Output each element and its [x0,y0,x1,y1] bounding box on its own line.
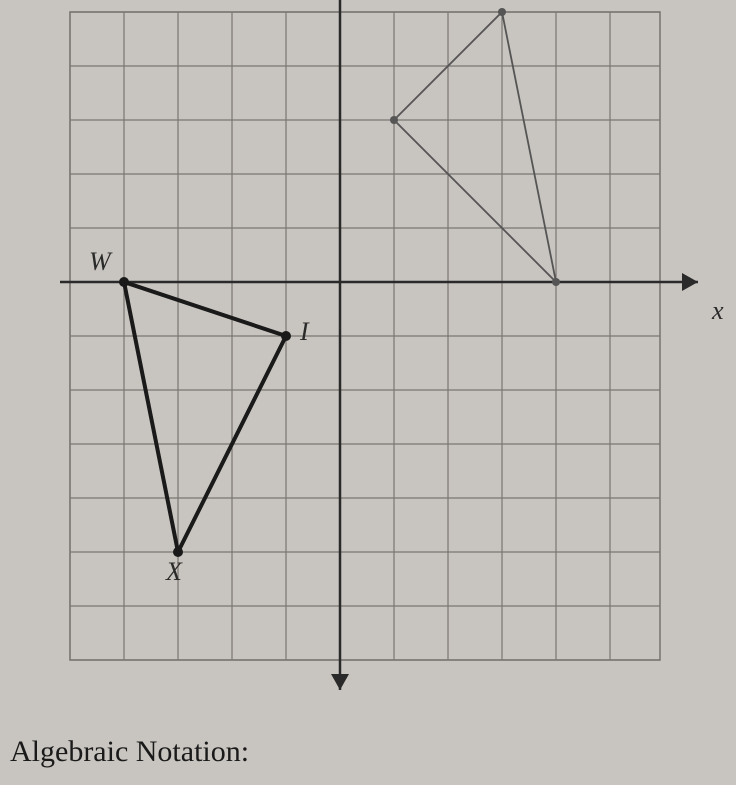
label-I: I [300,317,309,347]
coordinate-grid [60,0,710,680]
x-axis-label: x [712,296,724,326]
label-X: X [166,557,182,587]
grid-svg [60,0,736,690]
bottom-caption: Algebraic Notation: [10,735,249,769]
label-W: W [89,247,111,277]
